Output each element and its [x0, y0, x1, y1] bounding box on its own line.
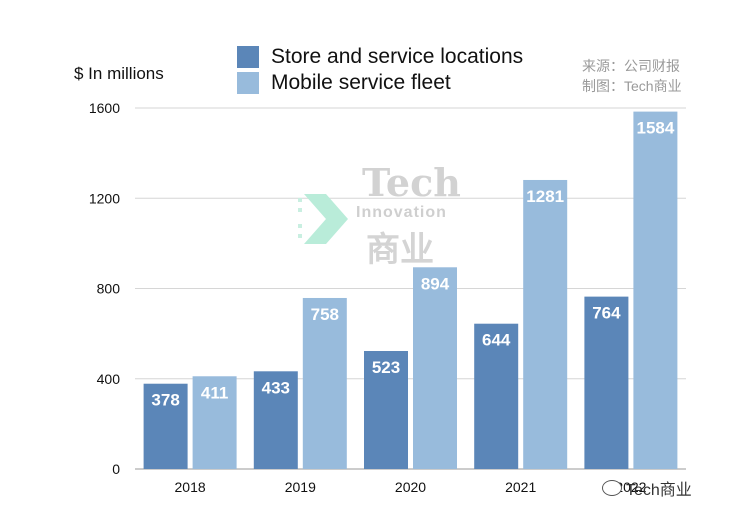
- bar-store: [364, 350, 408, 469]
- footer-text: Tech商业: [626, 482, 692, 499]
- bar-mobile: [192, 376, 237, 469]
- y-tick-label: 800: [97, 281, 121, 297]
- bar-value-label: 764: [592, 304, 621, 323]
- bars: [143, 111, 678, 470]
- source-line: 来源：公司财报: [582, 58, 680, 74]
- bar-value-label: 411: [201, 383, 228, 402]
- bar-store: [253, 371, 298, 469]
- legend-label-store: Store and service locations: [271, 45, 524, 68]
- credit-line: 制图：Tech商业: [582, 78, 682, 94]
- x-tick-label: 2018: [175, 479, 206, 495]
- bar-store: [474, 323, 519, 469]
- bar-value-label: 644: [482, 331, 511, 350]
- y-tick-label: 1600: [89, 100, 120, 116]
- watermark-cn: 商业: [366, 231, 434, 269]
- legend-swatch-mobile: [237, 72, 259, 94]
- bar-value-label: 1281: [526, 187, 564, 206]
- legend-swatch-store: [237, 46, 259, 68]
- bar-value-label: 433: [262, 378, 290, 397]
- bar-mobile: [302, 297, 347, 469]
- x-tick-label: 2019: [285, 479, 316, 495]
- watermark-tech: Tech: [362, 160, 461, 205]
- legend: Store and service locations Mobile servi…: [237, 44, 523, 96]
- watermark: Tech Innovation 商业: [296, 160, 476, 270]
- bar-store: [143, 383, 188, 469]
- y-tick-label: 1200: [89, 190, 120, 206]
- bar-value-label: 523: [372, 358, 400, 377]
- wechat-icon: [602, 480, 622, 496]
- legend-item-store: Store and service locations: [237, 44, 523, 70]
- x-tick-label: 2020: [395, 479, 426, 495]
- watermark-innovation: Innovation: [356, 204, 447, 221]
- y-tick-label: 400: [97, 371, 121, 387]
- y-tick-label: 0: [112, 461, 120, 477]
- x-tick-label: 2022: [615, 479, 646, 495]
- bar-store: [584, 296, 629, 469]
- bar-mobile: [633, 111, 678, 470]
- bar-value-label: 378: [151, 391, 179, 410]
- x-tick-label: 2021: [505, 479, 536, 495]
- footer-watermark: Tech商业: [602, 476, 692, 500]
- watermark-logo-icon: [298, 194, 348, 244]
- y-axis-label: $ In millions: [74, 64, 164, 83]
- bar-mobile: [413, 267, 457, 469]
- bar-value-label: 1584: [636, 119, 674, 138]
- legend-label-mobile: Mobile service fleet: [271, 71, 451, 94]
- source-note: 来源：公司财报 制图：Tech商业: [582, 56, 682, 96]
- bar-value-label: 894: [421, 274, 450, 293]
- bar-mobile: [523, 179, 568, 470]
- legend-item-mobile: Mobile service fleet: [237, 70, 523, 96]
- labels: 378 411 2018 433 758 2019 523 894 2020 644 1281 202…: [151, 119, 674, 495]
- bar-value-label: 758: [311, 305, 339, 324]
